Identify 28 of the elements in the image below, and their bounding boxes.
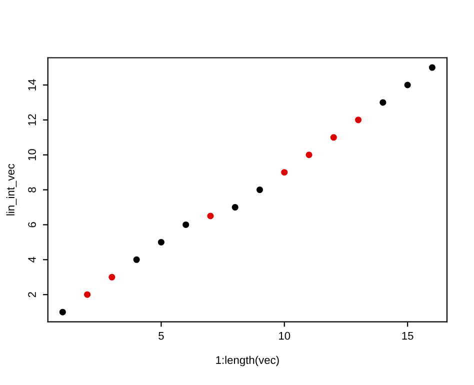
point	[404, 82, 411, 88]
point	[428, 64, 436, 71]
x-tick-label: 5	[158, 332, 164, 340]
y-tick-label: 10	[28, 149, 36, 160]
point	[330, 134, 337, 141]
point	[108, 274, 116, 280]
point	[207, 212, 214, 220]
point	[158, 238, 164, 246]
point	[232, 204, 238, 211]
y-tick-label: 6	[28, 222, 36, 228]
point	[84, 291, 91, 298]
y-tick-label: 4	[28, 256, 36, 263]
point	[256, 186, 264, 194]
point	[182, 221, 190, 228]
point	[380, 99, 386, 106]
y-tick-label: 14	[28, 79, 36, 90]
y-axis-title: lin_int_vec	[6, 164, 17, 216]
point	[306, 152, 312, 158]
x-tick-label: 15	[402, 332, 414, 340]
point	[59, 308, 66, 316]
y-tick-label: 8	[28, 187, 36, 192]
y-tick-label: 2	[28, 292, 36, 298]
point	[281, 169, 288, 176]
point	[133, 256, 140, 263]
x-axis-title: 1:length(vec)	[216, 356, 279, 366]
x-tick-label: 10	[279, 332, 290, 340]
y-tick-label: 12	[28, 114, 36, 126]
point	[355, 116, 362, 124]
